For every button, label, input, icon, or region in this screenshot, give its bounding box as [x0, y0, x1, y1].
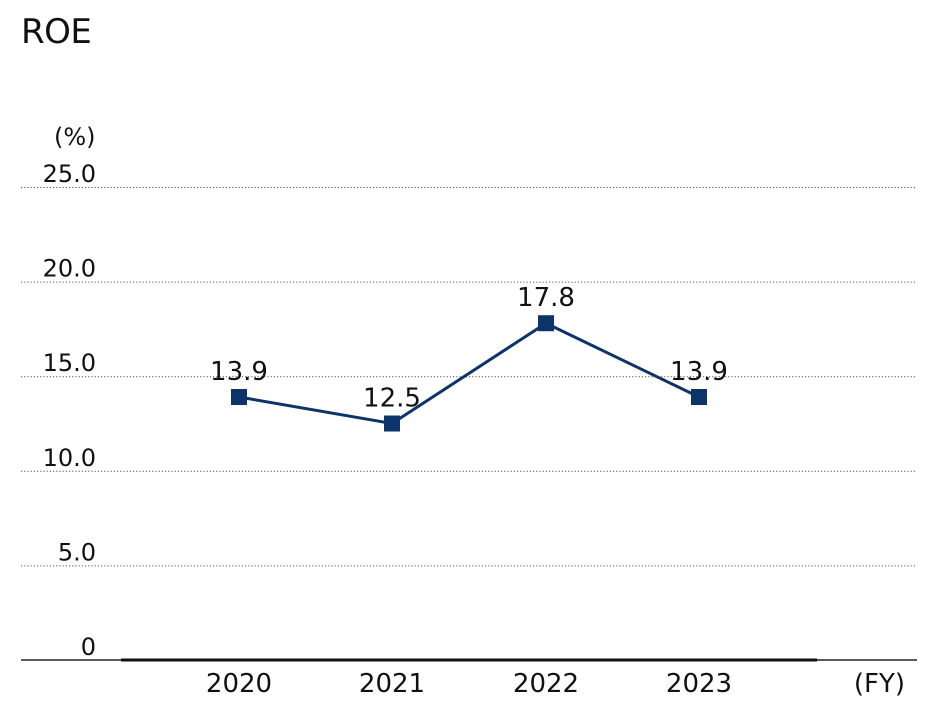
- x-axis-unit-label: (FY): [854, 669, 905, 699]
- data-label: 13.9: [210, 357, 268, 387]
- data-point-marker: [384, 415, 400, 432]
- data-label: 17.8: [517, 283, 575, 313]
- gridlines: [21, 187, 917, 567]
- data-point-marker: [231, 389, 247, 406]
- y-axis-unit-label: (%): [54, 123, 96, 151]
- x-tick-label: 2023: [666, 669, 732, 699]
- data-point-marker: [691, 389, 707, 406]
- x-tick-label: 2021: [359, 669, 425, 699]
- x-tick-label: 2020: [206, 669, 272, 699]
- series-line: [238, 321, 700, 425]
- y-tick-labels: 0 5.0 10.0 15.0 20.0 25.0: [43, 160, 96, 661]
- y-tick-label: 15.0: [43, 349, 96, 377]
- y-tick-label: 25.0: [43, 160, 96, 188]
- data-label: 13.9: [670, 357, 728, 387]
- y-tick-label: 5.0: [58, 538, 96, 566]
- y-tick-label: 0: [81, 633, 96, 661]
- x-tick-labels: 2020 2021 2022 2023: [206, 669, 732, 699]
- series-roe: [231, 315, 707, 432]
- y-tick-label: 10.0: [43, 444, 96, 472]
- x-tick-label: 2022: [513, 669, 579, 699]
- data-label: 12.5: [363, 384, 421, 414]
- y-tick-label: 20.0: [43, 255, 96, 283]
- chart-title: ROE: [21, 12, 92, 52]
- data-point-marker: [538, 315, 554, 332]
- data-labels: 13.9 12.5 17.8 13.9: [210, 283, 728, 413]
